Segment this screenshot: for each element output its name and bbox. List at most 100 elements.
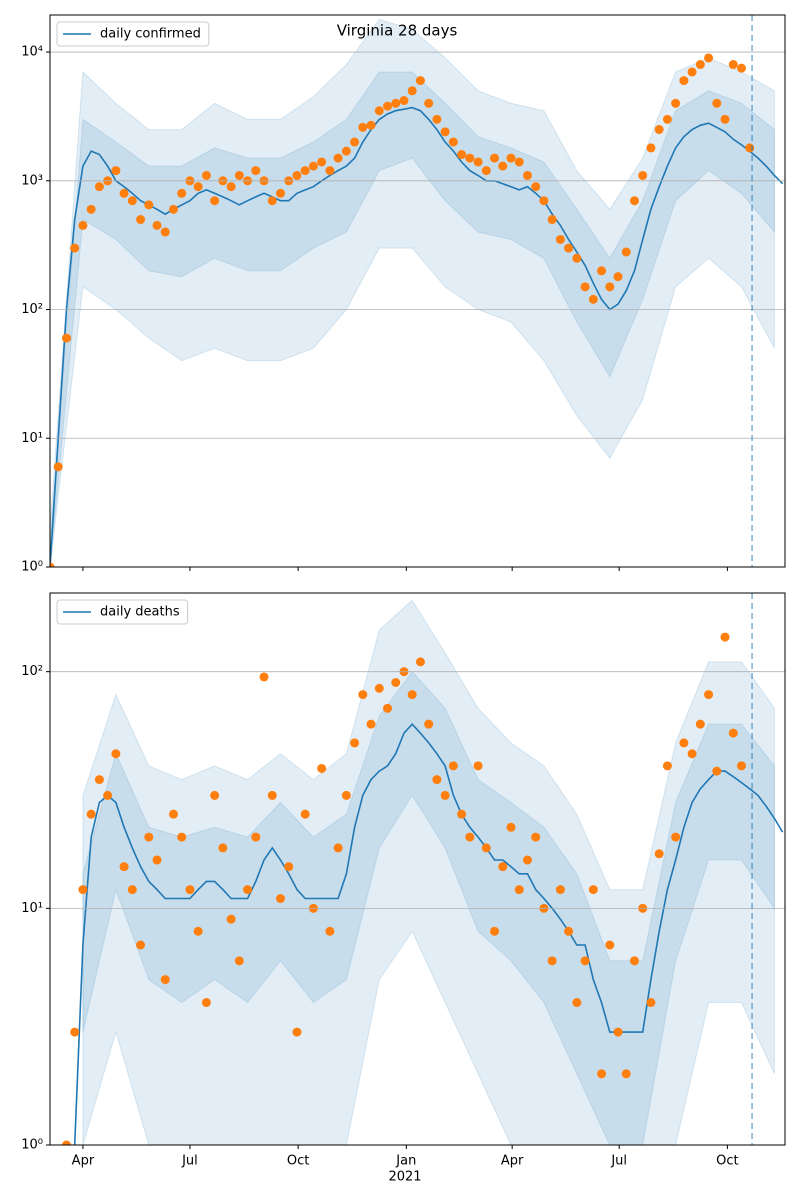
data-point bbox=[218, 843, 228, 853]
data-point bbox=[177, 832, 187, 842]
data-point bbox=[588, 294, 598, 304]
data-point bbox=[127, 196, 137, 206]
data-point bbox=[613, 272, 623, 282]
x-tick-label: Oct bbox=[716, 1154, 738, 1169]
data-point bbox=[498, 161, 508, 171]
data-point bbox=[506, 822, 516, 832]
data-point bbox=[103, 790, 113, 800]
data-point bbox=[391, 678, 401, 688]
data-point bbox=[531, 182, 541, 192]
data-point bbox=[547, 956, 557, 966]
data-point bbox=[514, 885, 524, 895]
x-tick-label: Apr bbox=[501, 1154, 524, 1169]
data-point bbox=[564, 243, 574, 253]
data-point bbox=[457, 150, 467, 160]
data-point bbox=[629, 196, 639, 206]
data-point bbox=[539, 196, 549, 206]
legend: daily deaths bbox=[56, 599, 189, 625]
data-point bbox=[300, 166, 310, 176]
data-point bbox=[415, 657, 425, 667]
data-point bbox=[94, 775, 104, 785]
data-point bbox=[366, 719, 376, 729]
data-point bbox=[251, 832, 261, 842]
data-point bbox=[704, 690, 714, 700]
data-point bbox=[374, 106, 384, 116]
data-point bbox=[391, 98, 401, 108]
data-point bbox=[465, 832, 475, 842]
data-point bbox=[325, 166, 335, 176]
data-point bbox=[86, 204, 96, 214]
data-point bbox=[78, 220, 88, 230]
data-point bbox=[168, 809, 178, 819]
data-point bbox=[597, 1069, 607, 1079]
data-point bbox=[144, 200, 154, 210]
data-point bbox=[490, 926, 500, 936]
data-point bbox=[662, 761, 672, 771]
x-tick-label: Oct bbox=[287, 1154, 309, 1169]
data-point bbox=[177, 188, 187, 198]
data-point bbox=[745, 143, 755, 153]
data-point bbox=[259, 672, 269, 682]
data-point bbox=[50, 562, 55, 567]
data-point bbox=[481, 166, 491, 176]
data-point bbox=[564, 926, 574, 936]
uncertainty-band bbox=[50, 71, 775, 567]
data-point bbox=[234, 170, 244, 180]
data-point bbox=[341, 146, 351, 156]
data-point bbox=[654, 849, 664, 859]
data-point bbox=[432, 775, 442, 785]
data-point bbox=[432, 114, 442, 124]
data-point bbox=[728, 60, 738, 70]
data-point bbox=[201, 998, 211, 1008]
data-point bbox=[629, 956, 639, 966]
data-point bbox=[308, 161, 318, 171]
data-point bbox=[226, 914, 236, 924]
data-point bbox=[226, 182, 236, 192]
data-point bbox=[555, 234, 565, 244]
data-point bbox=[267, 790, 277, 800]
data-point bbox=[317, 157, 327, 167]
data-point bbox=[78, 885, 88, 895]
legend-label: daily deaths bbox=[100, 605, 180, 620]
data-point bbox=[704, 53, 714, 63]
data-point bbox=[621, 1069, 631, 1079]
data-point bbox=[424, 98, 434, 108]
data-point bbox=[712, 766, 722, 776]
legend-frame bbox=[56, 599, 189, 625]
data-point bbox=[94, 182, 104, 192]
data-point bbox=[333, 843, 343, 853]
y-tick-label: 10³ bbox=[21, 173, 43, 188]
data-point bbox=[531, 832, 541, 842]
data-point bbox=[160, 227, 170, 237]
data-point bbox=[695, 719, 705, 729]
data-point bbox=[292, 170, 302, 180]
data-point bbox=[70, 1027, 80, 1037]
y-tick-label: 10¹ bbox=[21, 431, 43, 446]
data-point bbox=[210, 196, 220, 206]
y-tick-label: 10¹ bbox=[21, 901, 43, 916]
data-point bbox=[136, 215, 146, 225]
data-point bbox=[243, 885, 253, 895]
data-point bbox=[514, 157, 524, 167]
data-point bbox=[350, 738, 360, 748]
data-point bbox=[448, 761, 458, 771]
data-point bbox=[712, 98, 722, 108]
data-point bbox=[597, 266, 607, 276]
data-point bbox=[383, 101, 393, 111]
data-point bbox=[185, 885, 195, 895]
data-point bbox=[119, 862, 129, 872]
data-point bbox=[457, 809, 467, 819]
data-point bbox=[473, 761, 483, 771]
plot-area bbox=[61, 599, 784, 1145]
data-point bbox=[193, 182, 203, 192]
data-point bbox=[341, 790, 351, 800]
data-point bbox=[119, 188, 129, 198]
legend-label: daily confirmed bbox=[100, 27, 201, 42]
data-point bbox=[654, 125, 664, 135]
data-point bbox=[275, 188, 285, 198]
data-point bbox=[366, 120, 376, 130]
data-point bbox=[720, 632, 730, 642]
data-point bbox=[522, 170, 532, 180]
data-point bbox=[284, 862, 294, 872]
legend-frame bbox=[56, 21, 210, 47]
